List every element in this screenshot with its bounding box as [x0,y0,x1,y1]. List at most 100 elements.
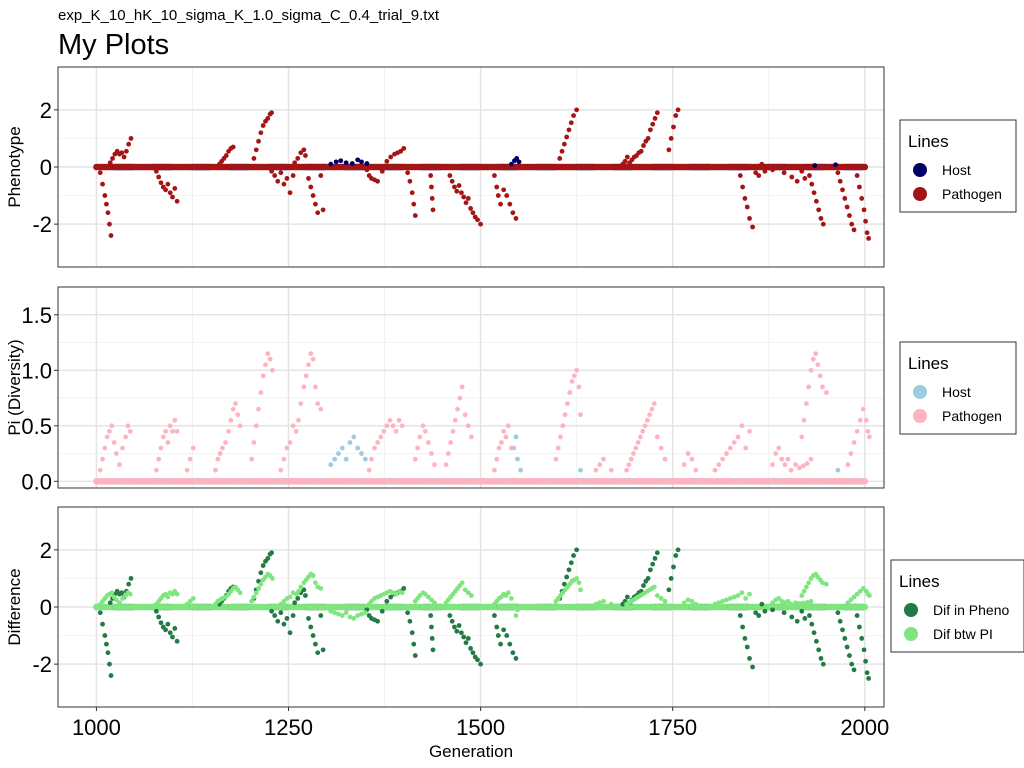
data-point [292,600,298,606]
data-point [378,434,384,440]
y-tick-label: 2 [40,538,52,563]
data-point [461,634,467,640]
data-point [789,614,795,620]
data-point [788,467,794,473]
data-point [104,201,109,207]
data-point [495,633,501,638]
data-point [465,636,471,641]
data-point [779,456,785,462]
data-point [867,593,872,598]
data-point [347,614,353,620]
data-point [429,451,434,456]
data-point [470,650,476,656]
legend: Lines Host Pathogen [899,341,1017,435]
data-point [258,570,264,576]
baseline-point [627,163,634,171]
data-point [835,170,841,176]
data-point [97,170,103,176]
data-point [422,591,428,597]
legend-label: Pathogen [942,408,1002,424]
panels: -2 0 2 Phenotype Lines Host Pathogen 0.0 0.5 1.0 1… [5,66,1024,708]
data-point [735,434,741,440]
data-point [501,428,507,434]
data-point [851,227,857,233]
baseline-point [396,603,404,611]
data-point [303,153,308,158]
data-point [278,601,284,607]
data-point [492,613,497,618]
data-point [567,390,573,395]
data-point [823,390,829,395]
data-point [284,616,290,621]
x-tick-label: 1250 [264,715,313,740]
baseline-point [435,603,442,611]
data-point [332,456,338,462]
data-point [666,587,672,593]
data-point [468,646,474,651]
data-point [569,378,575,384]
baseline-point [166,163,173,171]
data-point [355,613,361,618]
data-point [578,467,583,473]
data-point [475,657,480,663]
data-point [301,587,307,593]
y-tick-label: 0 [40,155,52,180]
baseline-point [703,478,711,485]
data-point [381,428,387,434]
data-point [226,428,231,434]
data-point [807,613,812,618]
data-point [117,600,122,606]
data-point [167,190,173,196]
data-point [468,206,474,211]
data-point [770,462,775,468]
data-point [165,440,171,445]
baseline-point [703,603,711,611]
data-point [167,630,173,636]
data-point [425,594,431,600]
data-point [515,607,520,613]
data-point [848,451,854,456]
data-point [658,596,664,601]
data-point [818,656,824,661]
data-point [369,456,374,462]
data-point [593,467,599,473]
data-point [647,412,653,418]
baseline-point [627,478,634,485]
data-point [867,434,872,440]
series-dif-btw-pi [97,571,872,621]
data-point [430,207,436,213]
data-point [505,423,511,429]
data-point [468,434,474,440]
data-point [866,676,872,681]
data-point [278,170,284,176]
data-point [445,451,451,456]
data-point [638,148,644,154]
data-point [298,401,304,407]
y-axis-label: Difference [5,568,24,645]
data-point [504,633,510,638]
baseline-point [127,478,135,485]
data-point [355,445,361,451]
baseline-point [780,478,788,485]
data-point [313,580,318,586]
baseline-points [93,603,869,611]
data-point [102,633,108,638]
baseline-point [358,478,365,485]
data-point [743,596,749,601]
data-point [720,598,726,604]
data-point [652,116,658,121]
data-point [272,173,278,178]
data-point [859,196,865,201]
x-tick-label: 1000 [72,715,121,740]
data-point [107,221,112,227]
data-point [561,141,567,147]
data-point [744,644,750,650]
data-point [355,157,361,163]
data-point [465,590,471,596]
data-point [100,621,105,627]
data-point [861,647,867,653]
data-point [217,451,223,456]
data-point [251,594,257,600]
legend-swatch [904,603,918,617]
data-point [120,596,125,601]
